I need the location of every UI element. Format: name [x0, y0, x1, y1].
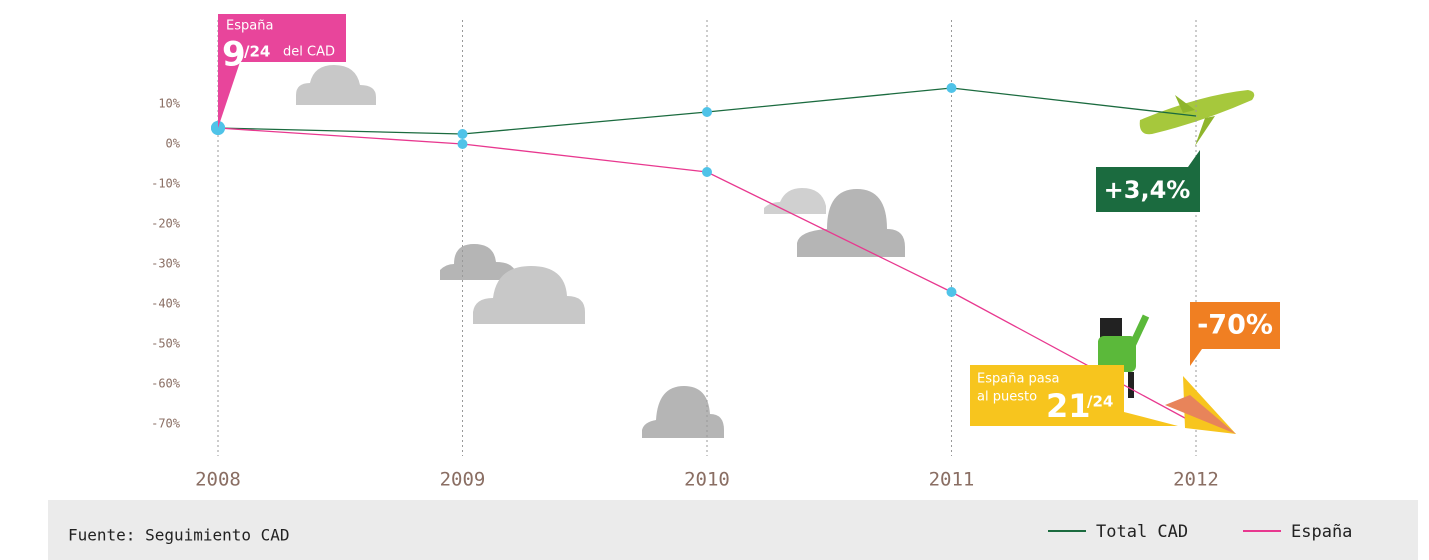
- paper-plane: [1165, 395, 1236, 434]
- source: Fuente: Seguimiento CAD: [68, 526, 290, 545]
- point: [702, 107, 712, 117]
- annotation: /24: [1087, 393, 1113, 411]
- y-tick-label: 0%: [166, 137, 181, 151]
- y-tick-label: -10%: [151, 177, 181, 191]
- point: [946, 83, 957, 93]
- footer: [48, 500, 1418, 560]
- x-tick-label: 2012: [1173, 469, 1219, 491]
- annotation: España: [226, 19, 273, 34]
- annotation: /24: [244, 43, 270, 61]
- annotation: al puesto: [977, 390, 1037, 405]
- y-tick-label: -70%: [151, 417, 181, 431]
- point: [946, 287, 957, 297]
- paper-plane: [1183, 376, 1236, 434]
- y-tick-label: -20%: [151, 217, 181, 231]
- legend-label: Total CAD: [1096, 522, 1188, 542]
- label-box: [970, 365, 1178, 426]
- annotation: +3,4%: [1104, 176, 1191, 204]
- annotation: -70%: [1197, 310, 1273, 341]
- annotation: 9: [222, 35, 246, 75]
- y-tick-label: 10%: [158, 97, 180, 111]
- y-tick-label: -50%: [151, 337, 181, 351]
- point: [457, 129, 468, 139]
- x-tick-label: 2010: [684, 469, 730, 491]
- y-tick-label: -40%: [151, 297, 181, 311]
- y-tick-label: -30%: [151, 257, 181, 271]
- annotation: 21: [1046, 387, 1091, 425]
- point: [457, 139, 468, 149]
- plane: [1139, 90, 1255, 146]
- legend-label: España: [1291, 522, 1352, 542]
- label-box: [1190, 302, 1280, 366]
- flag: [218, 14, 346, 128]
- x-tick-label: 2008: [195, 469, 241, 491]
- y-tick-label: -60%: [151, 377, 181, 391]
- point: [702, 167, 712, 177]
- label-box: [1096, 150, 1200, 212]
- annotation: del CAD: [283, 45, 335, 60]
- x-tick-label: 2011: [929, 469, 975, 491]
- x-tick-label: 2009: [440, 469, 486, 491]
- annotation: España pasa: [977, 372, 1060, 387]
